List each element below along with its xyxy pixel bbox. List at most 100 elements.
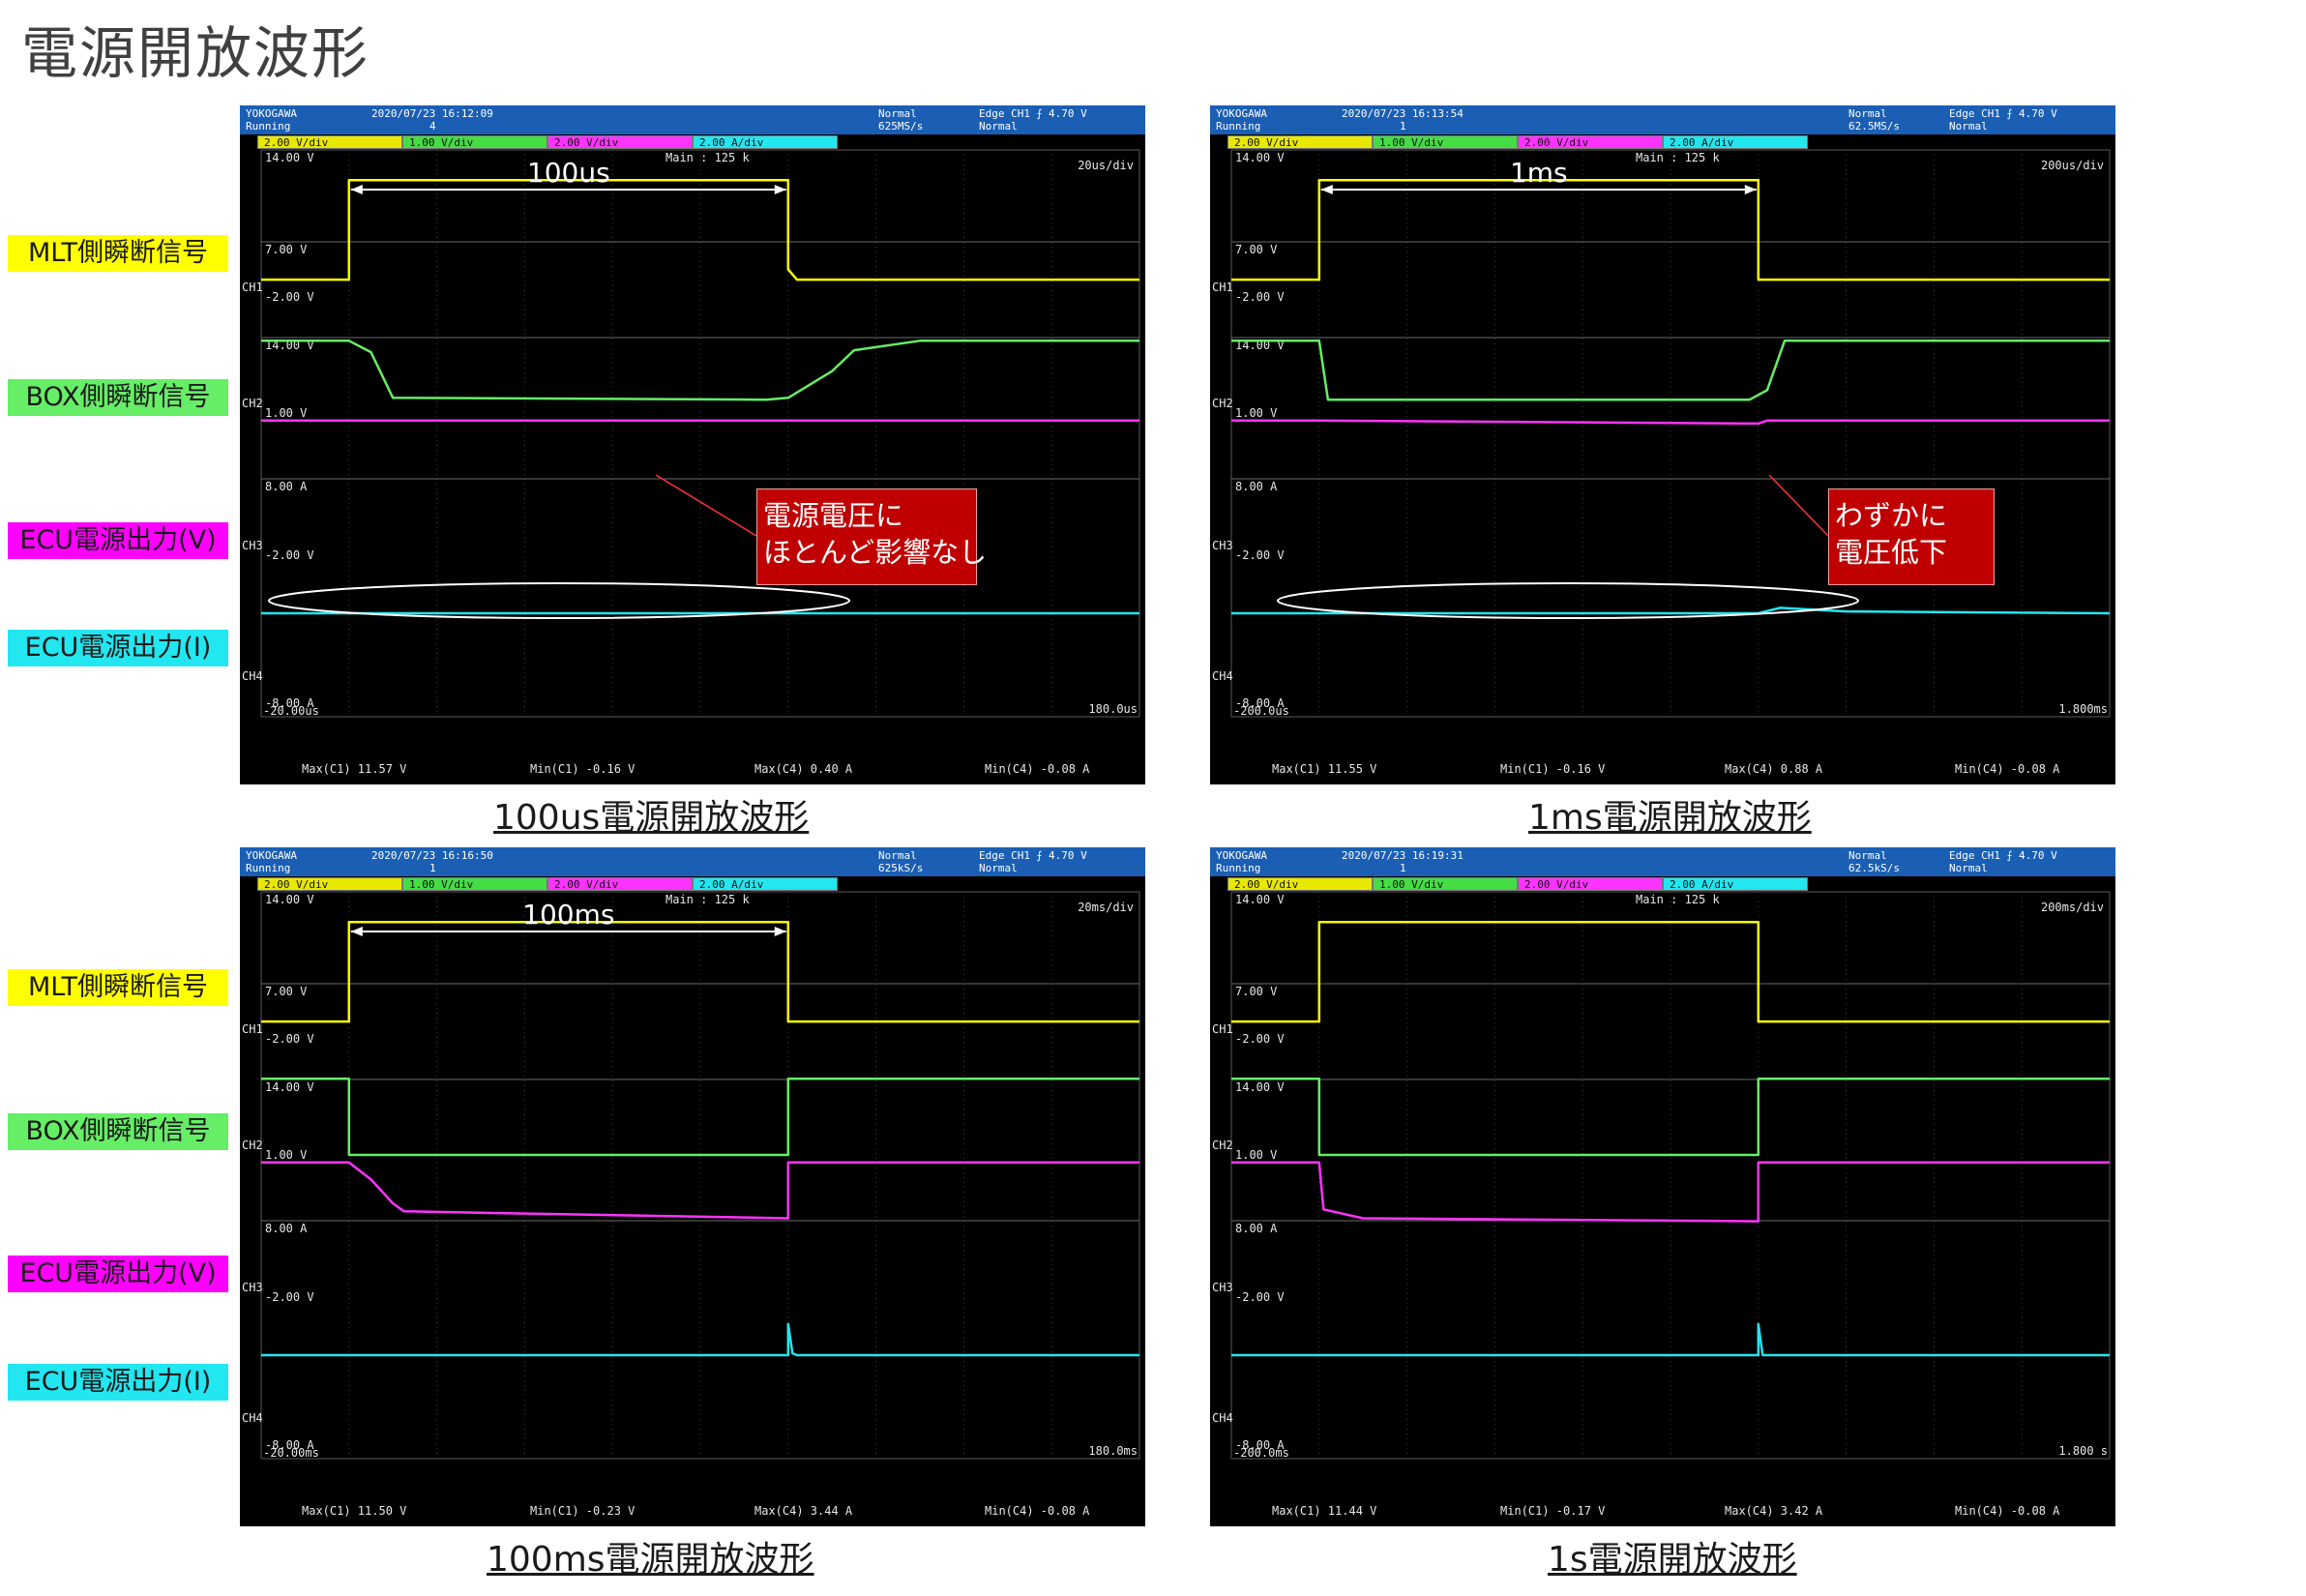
- ch-bottom-label: 1.00 V: [265, 406, 307, 420]
- ch-bottom-label: -2.00 V: [1235, 548, 1285, 562]
- trigger-setting: Edge CH1 ⨍ 4.70 V: [1949, 849, 2057, 862]
- scope-header: YOKOGAWA Running 2020/07/23 16:19:31 1 Norma…: [1210, 847, 2115, 876]
- ch-bottom-label: 1.00 V: [1235, 406, 1277, 420]
- ch-top-label: 14.00 V: [1235, 893, 1285, 906]
- waveform-ch2: [1231, 340, 2110, 401]
- main-memory: Main : 125 k: [1636, 893, 1720, 906]
- timebase: 200ms/div: [2041, 901, 2104, 914]
- sample-rate: 625kS/s: [878, 862, 924, 874]
- label-mlt: MLT側瞬断信号: [8, 969, 228, 1006]
- waveform-ch2: [261, 1078, 1139, 1157]
- measurement: Max(C1) 11.50 V: [302, 1504, 406, 1518]
- callout-leader: [655, 474, 757, 537]
- channel-scale-ch1: 2.00 V/div: [1227, 877, 1373, 891]
- scope-status: Running: [1216, 862, 1261, 874]
- ch-bottom-label: -2.00 V: [1235, 1032, 1285, 1046]
- scope-header: YOKOGAWA Running 2020/07/23 16:16:50 1 Norma…: [240, 847, 1145, 876]
- acq-mode: Normal: [1949, 862, 1988, 874]
- ch-tag: CH1: [1212, 281, 1233, 294]
- ch-top-label: 14.00 V: [265, 893, 314, 906]
- arrow-head-right: [1744, 185, 1757, 194]
- waveform-ch1: [261, 179, 1139, 281]
- measurement: Max(C1) 11.55 V: [1272, 762, 1376, 776]
- ch-tag: CH4: [242, 1411, 263, 1425]
- label-ecu-i: ECU電源出力(I): [8, 1364, 228, 1401]
- scope-count: 1: [429, 862, 436, 874]
- ch-tag: CH4: [1212, 669, 1233, 683]
- measurement: Min(C1) -0.17 V: [1500, 1504, 1605, 1518]
- scope-timestamp: 2020/07/23 16:16:50: [371, 849, 493, 862]
- scope-grid: [260, 891, 1140, 1460]
- main-memory: Main : 125 k: [665, 151, 750, 164]
- ch-bottom-label: -2.00 V: [265, 1032, 314, 1046]
- page-title: 電源開放波形: [21, 20, 370, 86]
- ch-tag: CH4: [1212, 1411, 1233, 1425]
- scope-100us: YOKOGAWA Running 2020/07/23 16:12:09 4 Norma…: [240, 105, 1145, 784]
- scope-brand: YOKOGAWA: [246, 107, 297, 120]
- ch-bottom-label: -8.00 A: [1235, 696, 1285, 710]
- scope-1ms: YOKOGAWA Running 2020/07/23 16:13:54 1 Norma…: [1210, 105, 2115, 784]
- measurement: Max(C4) 3.44 A: [754, 1504, 853, 1518]
- ch-top-label: 8.00 A: [265, 1222, 308, 1235]
- channel-scale-ch1: 2.00 V/div: [257, 135, 402, 149]
- ch-top-label: 14.00 V: [1235, 1080, 1285, 1094]
- grid-border: [1230, 149, 2111, 718]
- scope-grid: [1230, 891, 2111, 1460]
- measurement: Min(C1) -0.16 V: [530, 762, 635, 776]
- trigger-mode: Normal: [878, 107, 917, 120]
- channel-scale-ch2: 1.00 V/div: [1373, 877, 1518, 891]
- label-ecu-v: ECU電源出力(V): [8, 1256, 228, 1292]
- ch-tag: CH1: [242, 281, 263, 294]
- arrow-head-left: [1320, 185, 1333, 194]
- measurement: Max(C1) 11.44 V: [1272, 1504, 1376, 1518]
- waveform-ch1: [1231, 921, 2110, 1023]
- caption-100ms: 100ms電源開放波形: [487, 1540, 814, 1580]
- channel-scale-ch3: 2.00 V/div: [547, 877, 693, 891]
- duration-label: 100us: [527, 157, 610, 189]
- grid-border: [1230, 891, 2111, 1460]
- measurement: Min(C4) -0.08 A: [985, 762, 1090, 776]
- scope-count: 1: [1400, 120, 1406, 133]
- ch-bottom-label: -8.00 A: [1235, 1438, 1285, 1452]
- time-start: -20.00us: [263, 704, 319, 718]
- measurement: Max(C4) 0.88 A: [1725, 762, 1823, 776]
- ch-bottom-label: -8.00 A: [265, 696, 314, 710]
- grid-border: [260, 149, 1140, 718]
- waveform-ch1: [1231, 179, 2110, 281]
- arrow-head-right: [774, 185, 786, 194]
- callout-slight-drop: わずかに 電圧低下: [1828, 488, 1995, 585]
- ch-top-label: 7.00 V: [1235, 243, 1277, 256]
- ch-top-label: 8.00 A: [1235, 480, 1278, 493]
- arrow-head-left: [350, 185, 363, 194]
- scope-grid: [260, 149, 1140, 718]
- scope-timestamp: 2020/07/23 16:13:54: [1342, 107, 1463, 120]
- channel-scale-ch1: 2.00 V/div: [257, 877, 402, 891]
- measurement: Min(C4) -0.08 A: [1955, 1504, 2060, 1518]
- measurement: Min(C4) -0.08 A: [985, 1504, 1090, 1518]
- measurement: Max(C4) 3.42 A: [1725, 1504, 1823, 1518]
- channel-scale-ch4: 2.00 A/div: [1663, 135, 1808, 149]
- waveform-ch4: [261, 1322, 1139, 1357]
- channel-scale-ch1: 2.00 V/div: [1227, 135, 1373, 149]
- ch-tag: CH2: [1212, 397, 1233, 410]
- measurement: Min(C1) -0.16 V: [1500, 762, 1605, 776]
- ch-tag: CH3: [1212, 1281, 1233, 1294]
- channel-scale-ch3: 2.00 V/div: [1518, 135, 1663, 149]
- label-box: BOX側瞬断信号: [8, 1113, 228, 1150]
- trigger-setting: Edge CH1 ⨍ 4.70 V: [979, 107, 1087, 120]
- ch-bottom-label: -8.00 A: [265, 1438, 314, 1452]
- timebase: 20ms/div: [1078, 901, 1134, 914]
- scope-grid: [1230, 149, 2111, 718]
- ch-top-label: 7.00 V: [265, 985, 307, 998]
- scope-status: Running: [1216, 120, 1261, 133]
- sample-rate: 62.5MS/s: [1848, 120, 1900, 133]
- sample-rate: 62.5kS/s: [1848, 862, 1900, 874]
- ch-bottom-label: -2.00 V: [265, 1290, 314, 1304]
- trigger-mode: Normal: [878, 849, 917, 862]
- ch-tag: CH2: [1212, 1138, 1233, 1152]
- ch-bottom-label: -2.00 V: [265, 290, 314, 304]
- acq-mode: Normal: [1949, 120, 1988, 133]
- waveform-ch3: [1231, 1161, 2110, 1223]
- channel-scale-ch4: 2.00 A/div: [693, 877, 838, 891]
- channel-scale-ch2: 1.00 V/div: [1373, 135, 1518, 149]
